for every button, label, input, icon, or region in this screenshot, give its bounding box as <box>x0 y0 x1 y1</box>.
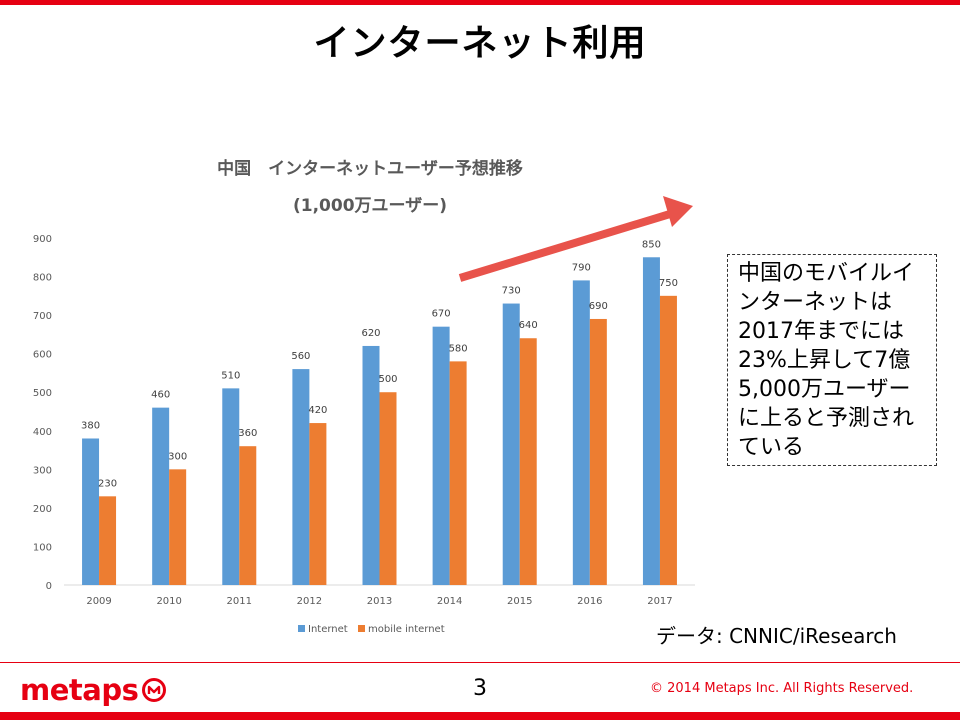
data-label: 560 <box>291 351 310 362</box>
chart-title: 中国 インターネットユーザー予想推移 <box>217 158 523 179</box>
y-tick-label: 700 <box>33 311 52 322</box>
data-label: 750 <box>659 278 678 289</box>
data-label: 510 <box>221 370 240 381</box>
bar-internet <box>502 303 520 585</box>
page-number: 3 <box>473 676 487 701</box>
trend-arrow <box>458 196 693 282</box>
legend-label: mobile internet <box>368 624 445 635</box>
legend-swatch <box>358 625 365 632</box>
x-tick-label: 2011 <box>227 596 252 607</box>
bar-internet <box>642 257 660 585</box>
data-label: 640 <box>519 320 538 331</box>
footer-divider <box>0 662 960 663</box>
bar-mobile-internet <box>169 469 187 585</box>
data-label: 690 <box>589 301 608 312</box>
data-label: 380 <box>81 420 100 431</box>
bar-internet <box>152 407 170 585</box>
bar-chart: 中国 インターネットユーザー予想推移 (1,000万ユーザー) 0 100 200 3… <box>33 158 695 635</box>
data-label: 620 <box>361 328 380 339</box>
bar-internet <box>82 438 100 585</box>
x-tick-label: 2009 <box>86 596 111 607</box>
data-label: 670 <box>432 309 451 320</box>
x-tick-label: 2010 <box>156 596 181 607</box>
data-label: 230 <box>98 478 117 489</box>
x-tick-label: 2014 <box>437 596 462 607</box>
logo-m-bubble-icon <box>142 678 167 702</box>
bar-internet <box>292 369 310 585</box>
y-tick-label: 500 <box>33 388 52 399</box>
bar-mobile-internet <box>659 295 677 585</box>
logo-wordmark: metaps <box>20 673 139 707</box>
bar-internet <box>362 345 380 585</box>
bar-internet <box>222 388 240 585</box>
arrow-shaft <box>458 210 672 282</box>
x-tick-label: 2012 <box>297 596 322 607</box>
x-tick-label: 2015 <box>507 596 532 607</box>
arrow-head <box>663 196 693 227</box>
y-tick-label: 200 <box>33 504 52 515</box>
legend-swatch <box>298 625 305 632</box>
bar-mobile-internet <box>449 361 467 585</box>
bar-mobile-internet <box>519 338 537 585</box>
callout-box: 中国のモバイルインターネットは2017年までには23%上昇して7億5,000万ユ… <box>727 254 937 466</box>
bar-internet <box>572 280 590 585</box>
data-label: 420 <box>308 405 327 416</box>
x-tick-label: 2013 <box>367 596 392 607</box>
copyright: © 2014 Metaps Inc. All Rights Reserved. <box>650 681 914 696</box>
chart-legend: Internet mobile internet <box>298 624 445 635</box>
legend-label: Internet <box>308 624 348 635</box>
bar-mobile-internet <box>239 446 257 585</box>
y-tick-label: 800 <box>33 273 52 284</box>
bar-mobile-internet <box>379 392 397 585</box>
bar-mobile-internet <box>589 318 607 585</box>
data-label: 500 <box>378 374 397 385</box>
data-label: 850 <box>642 239 661 250</box>
data-label: 460 <box>151 390 170 401</box>
data-source: データ: CNNIC/iResearch <box>656 624 897 648</box>
data-label: 790 <box>572 262 591 273</box>
y-tick-label: 300 <box>33 465 52 476</box>
y-tick-label: 400 <box>33 427 52 438</box>
top-accent-bar <box>0 0 960 5</box>
chart-subtitle: (1,000万ユーザー) <box>293 196 447 216</box>
y-tick-label: 600 <box>33 350 52 361</box>
x-tick-label: 2017 <box>647 596 672 607</box>
bar-mobile-internet <box>309 423 327 585</box>
data-label: 580 <box>449 343 468 354</box>
bar-internet <box>432 326 450 585</box>
y-tick-label: 0 <box>46 581 52 592</box>
y-tick-label: 900 <box>33 234 52 245</box>
slide-title: インターネット利用 <box>313 23 647 64</box>
bar-mobile-internet <box>99 496 117 585</box>
metaps-logo: metaps <box>20 672 167 708</box>
y-tick-label: 100 <box>33 542 52 553</box>
data-label: 300 <box>168 451 187 462</box>
data-label: 730 <box>502 286 521 297</box>
x-tick-label: 2016 <box>577 596 602 607</box>
data-label: 360 <box>238 428 257 439</box>
bottom-accent-bar <box>0 712 960 720</box>
